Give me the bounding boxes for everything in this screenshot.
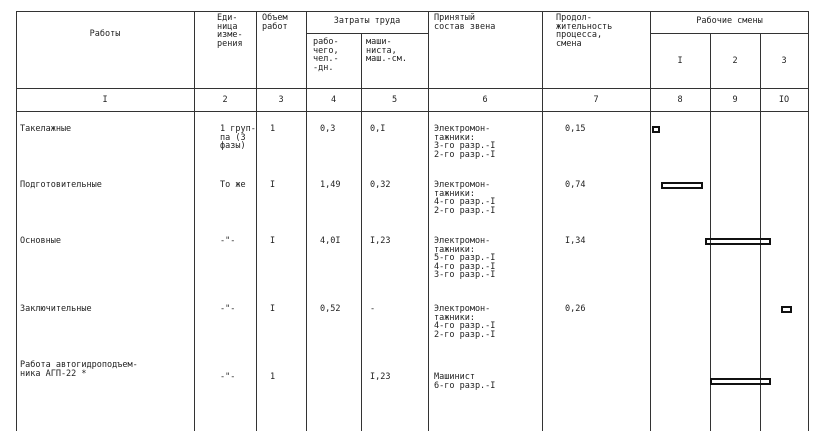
- col-line: [256, 11, 257, 431]
- labor-machinist: 0,32: [370, 180, 391, 190]
- col-line: [194, 11, 195, 431]
- labor-machinist: -: [370, 304, 376, 314]
- header-labor-worker: рабо- чего, чел.- -дн.: [313, 37, 339, 73]
- shift-label: 2: [732, 56, 738, 66]
- column-number: I: [102, 95, 108, 105]
- crew: Электромон- тажники: 4-го разр.-I 2-го р…: [434, 304, 496, 340]
- work-name: Заключительные: [20, 304, 92, 314]
- column-number: 2: [222, 95, 228, 105]
- col-line: [361, 33, 362, 431]
- crew: Электромон- тажники: 5-го разр.-I 4-го р…: [434, 236, 496, 280]
- shift-label: 3: [781, 56, 787, 66]
- volume: I: [270, 304, 276, 314]
- header-unit: Еди- ница изме- рения: [217, 13, 243, 49]
- col-line: [650, 11, 651, 431]
- header-volume: Объем работ: [262, 13, 288, 32]
- volume: I: [270, 236, 276, 246]
- header-shifts: Рабочие смены: [696, 16, 763, 26]
- header-labor: Затраты труда: [333, 16, 401, 26]
- column-number: 8: [677, 95, 683, 105]
- shifts-subheader-line: [650, 33, 809, 34]
- duration: I,34: [565, 236, 586, 246]
- gantt-bar: [652, 126, 660, 133]
- volume: 1: [270, 124, 276, 134]
- work-name: Подготовительные: [20, 180, 102, 190]
- crew: Электромон- тажники: 3-го разр.-I 2-го р…: [434, 124, 496, 160]
- col-line: [542, 11, 543, 431]
- col-line: [760, 33, 761, 431]
- unit: -"-: [220, 304, 236, 314]
- col-line: [808, 11, 809, 431]
- work-name: Основные: [20, 236, 61, 246]
- table-border-top: [16, 11, 809, 12]
- column-number: 5: [391, 95, 398, 105]
- labor-machinist: I,23: [370, 372, 391, 382]
- labor-subheader-line: [306, 33, 428, 34]
- crew: Машинист 6-го разр.-I: [434, 372, 496, 391]
- header-crew: Принятый состав звена: [434, 13, 496, 32]
- col-line: [428, 11, 429, 431]
- labor-worker: 0,52: [320, 304, 341, 314]
- work-name: Такелажные: [20, 124, 72, 134]
- labor-worker: 4,0I: [320, 236, 341, 246]
- unit: То же: [220, 180, 246, 190]
- column-number: 7: [593, 95, 599, 105]
- volume: 1: [270, 372, 276, 382]
- gantt-bar: [781, 306, 792, 313]
- unit: -"-: [220, 372, 236, 382]
- labor-worker: 1,49: [320, 180, 341, 190]
- gantt-bar: [661, 182, 704, 189]
- unit: 1 груп- па (3 фазы): [220, 124, 256, 151]
- col-line: [16, 11, 17, 431]
- header-bottom-line: [16, 88, 809, 89]
- duration: 0,74: [565, 180, 586, 190]
- column-number: 9: [732, 95, 738, 105]
- gantt-bar: [709, 378, 772, 385]
- header-works: Работы: [89, 29, 121, 39]
- column-number: IO: [778, 95, 790, 105]
- gantt-bar: [705, 238, 772, 245]
- labor-machinist: I,23: [370, 236, 391, 246]
- duration: 0,26: [565, 304, 586, 314]
- volume: I: [270, 180, 276, 190]
- col-line: [710, 33, 711, 431]
- labor-machinist: 0,I: [370, 124, 386, 134]
- col-line: [306, 11, 307, 431]
- column-number: 3: [278, 95, 284, 105]
- column-number: 4: [330, 95, 337, 105]
- shift-label: I: [677, 56, 683, 66]
- crew: Электромон- тажники: 4-го разр.-I 2-го р…: [434, 180, 496, 216]
- number-row-bottom-line: [16, 111, 809, 112]
- work-name: Работа автогидроподъем- ника АГП-22 *: [20, 360, 138, 379]
- column-number: 6: [482, 95, 488, 105]
- labor-worker: 0,3: [320, 124, 336, 134]
- unit: -"-: [220, 236, 236, 246]
- header-labor-machinist: маши- ниста, маш.-см.: [366, 37, 407, 64]
- header-duration: Продол- жительность процесса, смена: [556, 13, 613, 49]
- duration: 0,15: [565, 124, 586, 134]
